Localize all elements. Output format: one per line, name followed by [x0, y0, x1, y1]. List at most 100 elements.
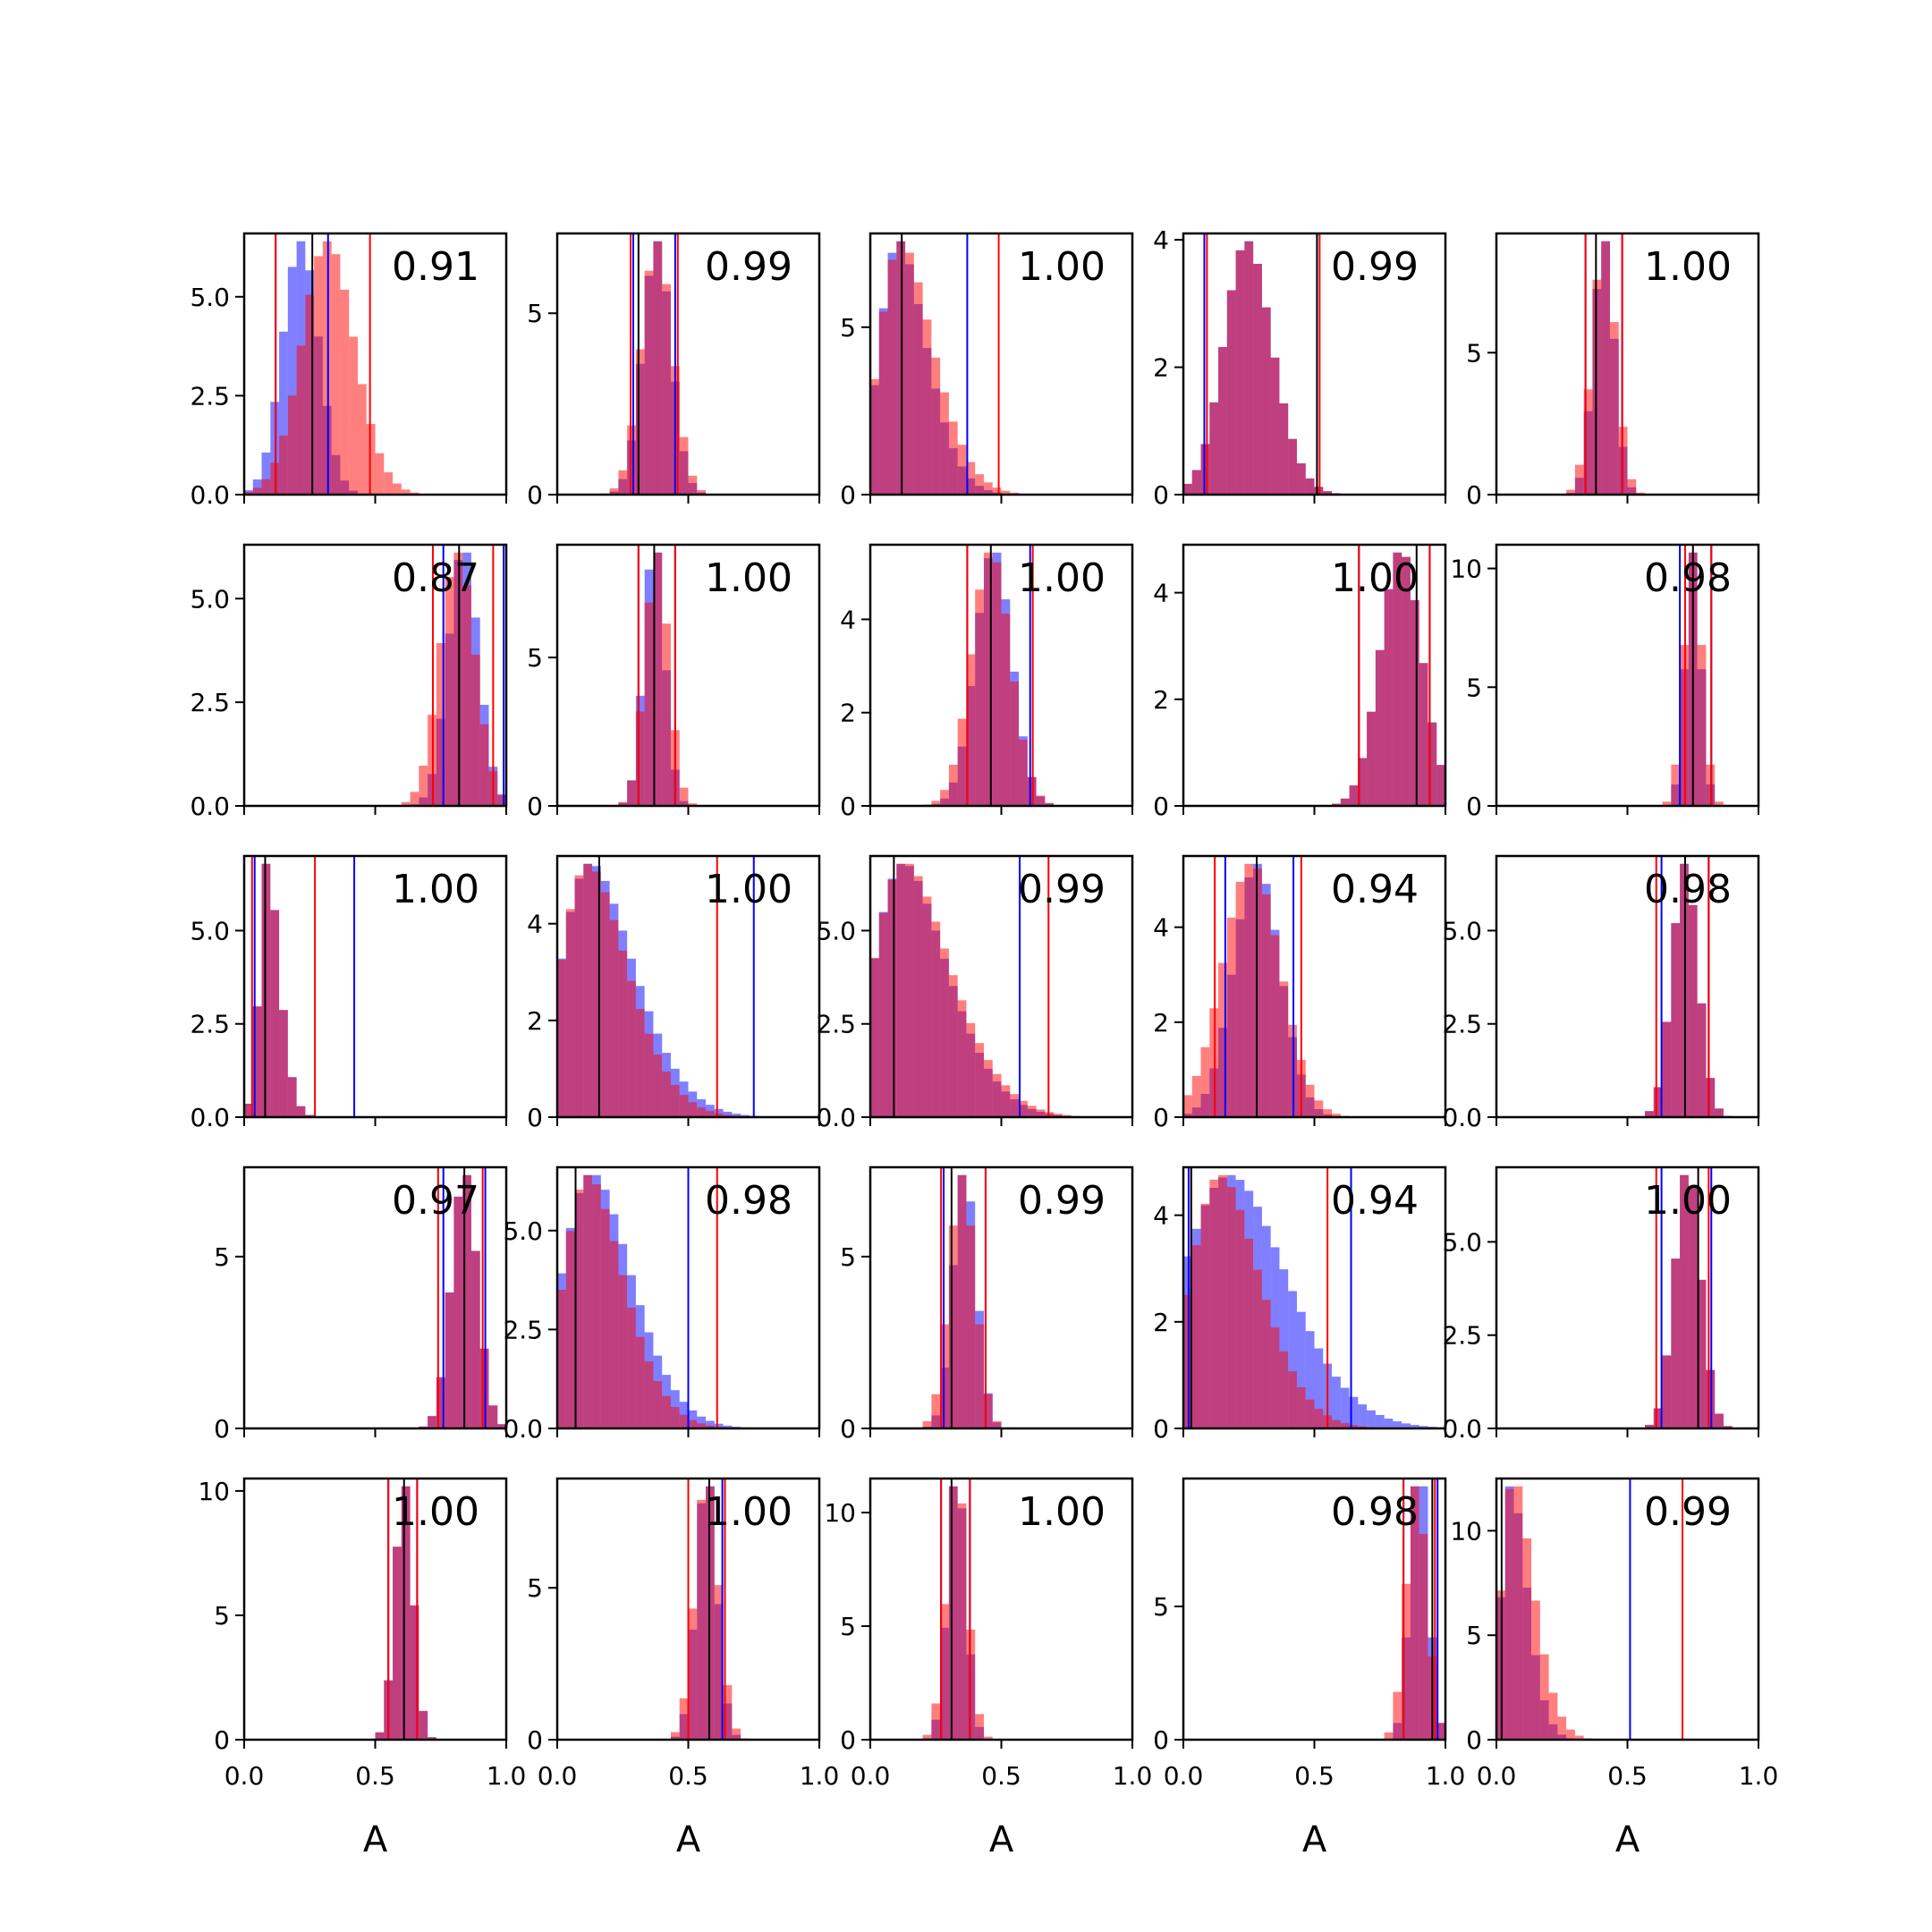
red-bar — [662, 1072, 671, 1117]
blue-bar — [1375, 1414, 1385, 1428]
y-tick-label: 4 — [1153, 913, 1169, 943]
red-bar — [635, 1009, 645, 1117]
red-bar — [600, 892, 610, 1117]
score-label: 0.98 — [1644, 867, 1732, 912]
x-tick-label: 1.0 — [487, 1761, 527, 1791]
red-bar — [878, 912, 888, 1117]
red-bar — [592, 871, 601, 1117]
red-bar — [1367, 711, 1376, 806]
red-bar — [1662, 1021, 1672, 1117]
red-bar — [340, 289, 350, 495]
red-bar — [462, 1174, 471, 1428]
x-axis-label: A — [676, 1819, 701, 1860]
blue-bar — [1393, 1421, 1402, 1428]
red-bar — [1393, 552, 1402, 806]
red-bar — [688, 1102, 698, 1117]
red-bar — [1323, 491, 1333, 495]
y-tick-label: 10 — [824, 1498, 856, 1528]
red-bar — [1305, 478, 1315, 495]
red-bar — [393, 1546, 402, 1740]
score-label: 0.99 — [1644, 1489, 1732, 1535]
red-bar — [1279, 402, 1289, 495]
red-bar — [1010, 1094, 1020, 1117]
y-tick-label: 10 — [198, 1477, 230, 1506]
blue-bar — [279, 331, 288, 495]
red-bar — [1279, 981, 1289, 1117]
red-bar — [296, 345, 306, 495]
red-bar — [1349, 785, 1359, 806]
red-bar — [627, 980, 636, 1117]
red-bar — [1270, 935, 1280, 1117]
y-tick-label: 5.0 — [1442, 1227, 1482, 1257]
red-bar — [992, 562, 1002, 806]
red-bar — [983, 1394, 993, 1428]
y-tick-label: 0 — [840, 1725, 856, 1755]
blue-bar — [1340, 1387, 1350, 1428]
red-bar — [1384, 1732, 1394, 1740]
score-label: 0.98 — [1644, 555, 1732, 601]
panel-4-5: 0.0 2.5 5.0 1.00 — [1442, 1165, 1760, 1444]
red-bar — [1645, 1111, 1654, 1117]
red-bar — [1384, 589, 1394, 806]
blue-bar — [723, 1425, 733, 1428]
red-bar — [627, 1308, 636, 1428]
red-bar — [252, 487, 262, 495]
y-tick-label: 5 — [214, 1242, 230, 1272]
red-bar — [662, 284, 671, 495]
red-bar — [887, 259, 897, 495]
y-tick-label: 2 — [527, 1006, 543, 1036]
red-bar — [653, 1055, 663, 1117]
red-bar — [393, 483, 402, 495]
red-bar — [1410, 1486, 1419, 1740]
red-bar — [948, 421, 958, 495]
red-bar — [957, 1174, 967, 1428]
red-bar — [244, 1103, 253, 1117]
red-bar — [1349, 1425, 1359, 1428]
red-bar — [1522, 1538, 1532, 1740]
x-tick-label: 1.0 — [1426, 1761, 1466, 1791]
red-bar — [401, 1486, 411, 1740]
red-bar — [688, 803, 698, 806]
red-bar — [609, 1241, 619, 1428]
panel-4-3: 050.99 — [840, 1165, 1134, 1444]
y-tick-label: 5 — [527, 643, 543, 673]
score-label: 1.00 — [1331, 555, 1419, 601]
y-tick-label: 0.0 — [190, 480, 230, 510]
red-bar — [931, 801, 941, 806]
y-tick-label: 0.0 — [503, 1414, 543, 1444]
y-tick-label: 5 — [840, 1242, 856, 1272]
panel-5-2: 0 5 0.0 0.5 1.0 1.00 A — [527, 1477, 839, 1860]
red-bar — [1513, 1486, 1523, 1740]
red-bar — [653, 241, 663, 495]
score-label: 0.99 — [1018, 867, 1106, 912]
red-bar — [983, 1060, 993, 1117]
x-tick-label: 0.5 — [355, 1761, 395, 1791]
y-tick-label: 5 — [214, 1601, 230, 1631]
red-bar — [1697, 645, 1707, 806]
score-label: 0.98 — [1331, 1489, 1419, 1535]
red-bar — [1261, 894, 1271, 1117]
red-bar — [1314, 1100, 1324, 1117]
y-tick-label: 2 — [840, 699, 856, 728]
red-bar — [1244, 241, 1254, 495]
red-bar — [887, 879, 897, 1117]
y-tick-label: 0.0 — [1442, 1414, 1482, 1444]
y-tick-label: 0.0 — [816, 1103, 856, 1132]
red-bar — [1574, 464, 1584, 495]
y-tick-label: 5 — [1466, 338, 1482, 368]
red-bar — [723, 1114, 733, 1117]
y-tick-label: 0 — [840, 792, 856, 821]
red-bar — [375, 1732, 385, 1740]
y-tick-label: 0 — [1466, 1725, 1482, 1755]
y-tick-label: 4 — [840, 605, 856, 634]
y-tick-label: 5.0 — [190, 283, 230, 312]
x-tick-label: 0.5 — [981, 1761, 1021, 1791]
y-tick-label: 0 — [214, 1414, 230, 1444]
x-tick-label: 0.5 — [668, 1761, 708, 1791]
blue-bar — [688, 1410, 698, 1428]
red-bar — [1671, 764, 1681, 806]
red-bar — [992, 487, 1002, 495]
red-bar — [922, 1420, 932, 1428]
panel-1-3: 051.00 — [840, 232, 1134, 510]
red-bar — [1279, 1351, 1289, 1428]
